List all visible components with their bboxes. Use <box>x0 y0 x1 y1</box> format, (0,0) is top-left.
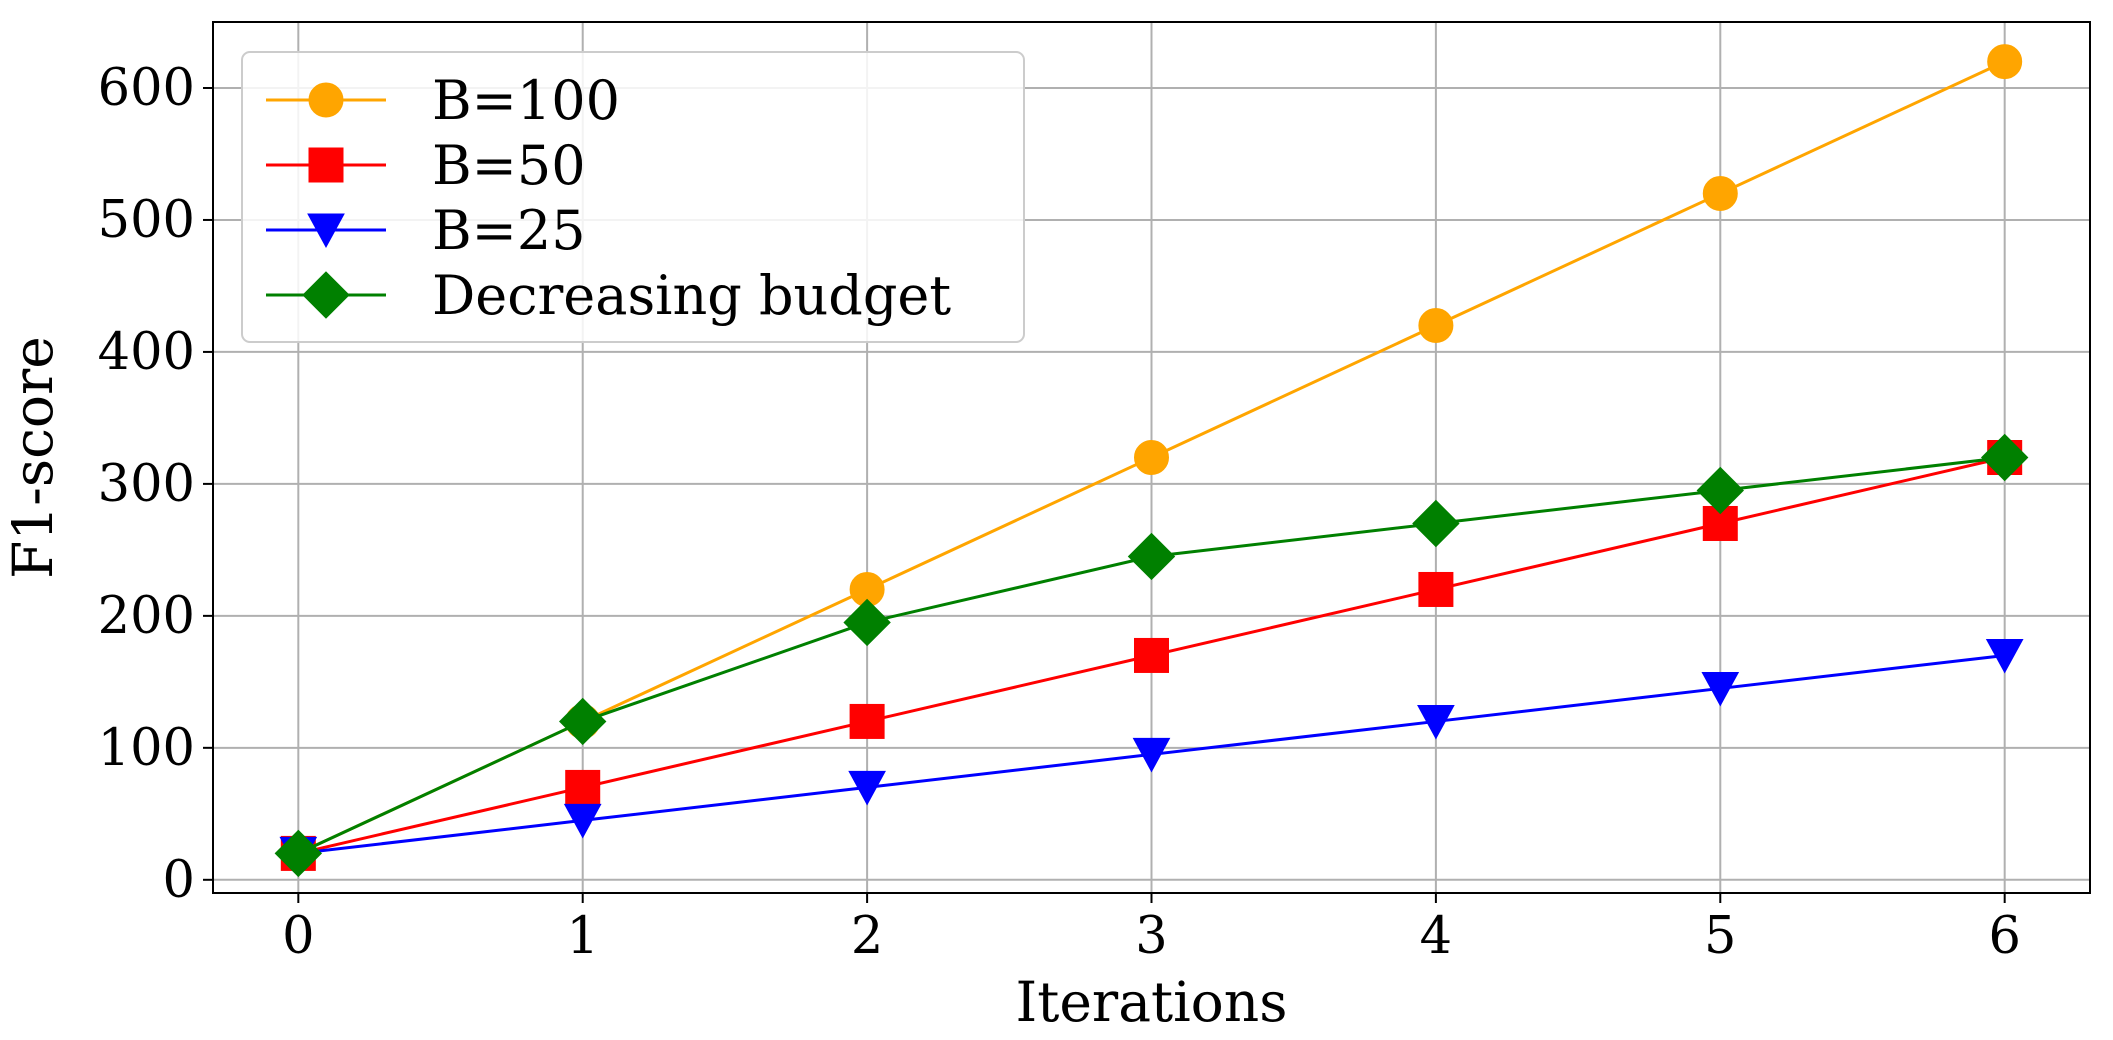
data-point <box>848 770 886 806</box>
data-point <box>563 803 602 839</box>
data-point <box>1985 638 2024 674</box>
legend-entry: B=25 <box>266 199 586 262</box>
data-point <box>849 703 885 739</box>
series-layer <box>274 44 2029 878</box>
legend-marker <box>307 213 345 249</box>
legend-label: B=25 <box>432 199 586 262</box>
data-point <box>1418 571 1454 607</box>
legend-entry: B=50 <box>266 134 586 197</box>
y-tick-label: 200 <box>98 587 195 646</box>
data-point <box>565 769 601 805</box>
data-point <box>1412 499 1460 548</box>
data-point <box>1418 308 1454 344</box>
data-point <box>1987 44 2023 80</box>
data-point <box>843 598 891 647</box>
y-tick-label: 300 <box>98 455 195 514</box>
y-tick-label: 500 <box>98 191 195 250</box>
x-axis-label: Iterations <box>1016 970 1288 1034</box>
x-tick-label: 4 <box>1420 907 1452 966</box>
legend-marker <box>308 147 344 183</box>
legend-label: B=100 <box>432 69 620 132</box>
x-tick-label: 2 <box>851 907 883 966</box>
data-point <box>1132 737 1171 773</box>
tick-layer: 0 1 2 3 4 5 6 0 100 200 300 400 500 600 <box>98 59 2021 966</box>
legend-label: B=50 <box>432 134 586 197</box>
data-point <box>1134 440 1169 475</box>
y-axis-label: F1-score <box>1 336 65 579</box>
data-point <box>1980 433 2029 482</box>
legend-entry: B=100 <box>266 69 620 132</box>
legend-label: Decreasing budget <box>432 264 951 327</box>
data-point <box>559 697 607 746</box>
data-point <box>1417 704 1455 740</box>
data-point <box>1701 671 1740 707</box>
x-tick-label: 5 <box>1704 907 1736 966</box>
data-point <box>1127 532 1176 581</box>
x-tick-label: 6 <box>1988 907 2020 966</box>
data-point <box>1702 176 1738 212</box>
data-point <box>274 829 323 878</box>
x-tick-label: 1 <box>566 907 598 966</box>
legend-box <box>241 51 1025 343</box>
series-3 <box>274 433 2029 878</box>
y-tick-label: 0 <box>163 851 195 910</box>
legend-marker <box>308 82 344 118</box>
data-point <box>1134 637 1169 673</box>
data-point <box>1696 466 1744 515</box>
x-tick-label: 0 <box>282 907 314 966</box>
legend-marker <box>302 271 350 319</box>
x-tick-label: 3 <box>1135 907 1167 966</box>
y-tick-label: 600 <box>98 59 195 118</box>
y-tick-label: 100 <box>98 719 195 778</box>
legend-entry: Decreasing budget <box>266 264 951 327</box>
y-tick-label: 400 <box>98 323 195 382</box>
